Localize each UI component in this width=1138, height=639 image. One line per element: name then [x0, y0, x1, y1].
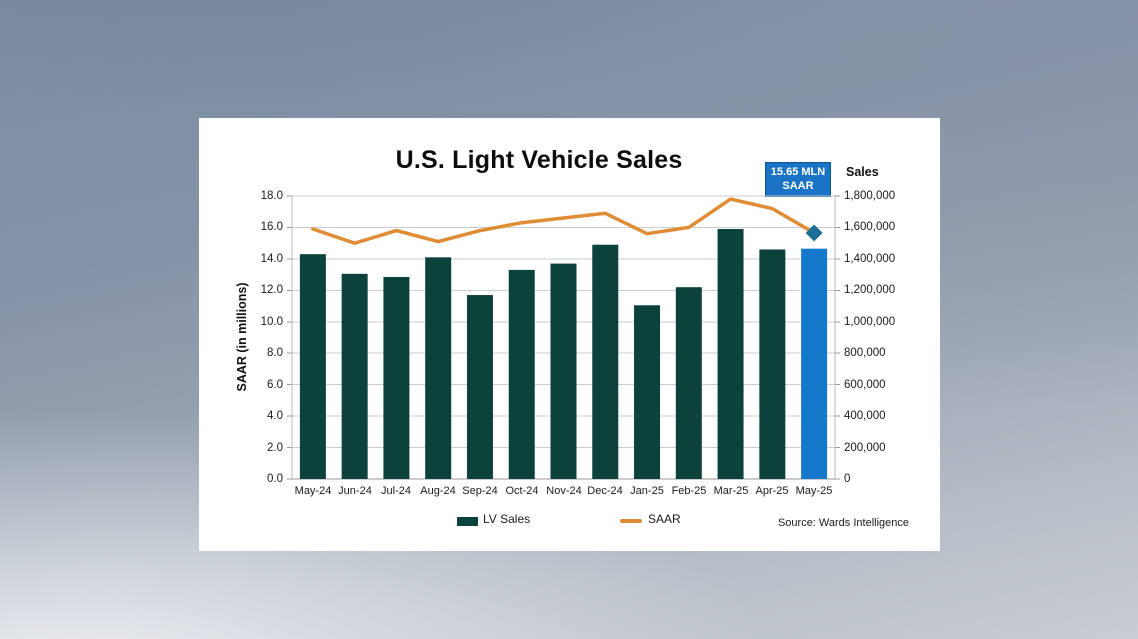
saar-marker: [805, 224, 823, 242]
lv-sales-legend-swatch: [457, 517, 478, 526]
lv-sales-legend-label: LV Sales: [483, 512, 531, 526]
callout-value: 15.65 MLN: [770, 166, 826, 178]
x-axis-label: Aug-24: [420, 485, 456, 497]
right-axis-tick-label: 800,000: [844, 347, 886, 359]
right-axis-tick-label: 200,000: [844, 442, 886, 454]
left-axis-tick-label: 14.0: [260, 253, 283, 265]
left-axis-tick-label: 6.0: [267, 379, 283, 391]
right-axis-tick-label: 1,000,000: [844, 316, 896, 328]
x-axis-label: Apr-25: [755, 485, 789, 497]
saar-legend-swatch: [620, 519, 642, 523]
left-axis-tick-label: 0.0: [267, 473, 283, 485]
right-axis-tick-label: 1,400,000: [844, 253, 896, 265]
callout-label: SAAR: [782, 179, 814, 192]
left-axis-tick-label: 18.0: [260, 190, 283, 202]
lv-sales-bar: [759, 249, 786, 479]
lv-sales-bar: [299, 254, 326, 479]
lv-sales-bar: [634, 305, 661, 479]
right-axis-tick-label: 600,000: [844, 379, 886, 391]
lv-sales-bar: [425, 257, 452, 479]
lv-sales-bar: [466, 295, 493, 479]
saar-callout: 15.65 MLN SAAR: [765, 162, 831, 197]
left-axis-tick-label: 2.0: [267, 442, 283, 454]
x-axis-label: Sep-24: [462, 485, 498, 497]
x-axis-label: Dec-24: [587, 485, 623, 497]
lv-sales-bar: [801, 248, 828, 479]
lv-sales-bar: [508, 269, 535, 479]
lv-sales-bar: [717, 229, 744, 479]
saar-legend-label: SAAR: [648, 512, 681, 526]
lv-sales-bar: [341, 273, 368, 479]
lv-sales-bar: [675, 287, 702, 479]
x-axis-label: Feb-25: [671, 485, 707, 497]
chart-title: U.S. Light Vehicle Sales: [395, 146, 683, 174]
x-axis-label: Jun-24: [338, 485, 372, 497]
lv-sales-bar: [550, 263, 577, 479]
x-axis-label: May-25: [795, 485, 833, 497]
left-axis-tick-label: 16.0: [260, 221, 283, 233]
left-axis-tick-label: 10.0: [260, 316, 283, 328]
right-axis-tick-label: 1,200,000: [844, 284, 896, 296]
x-axis-label: Mar-25: [713, 485, 749, 497]
lv-sales-bar: [592, 244, 619, 479]
x-axis-label: Jul-24: [381, 485, 411, 497]
chart-card: U.S. Light Vehicle Sales 15.65 MLN SAAR …: [199, 118, 940, 551]
right-axis-tick-label: 400,000: [844, 410, 886, 422]
right-axis-title: Sales: [846, 165, 879, 179]
right-axis-tick-label: 1,600,000: [844, 221, 896, 233]
x-axis-label: Oct-24: [505, 485, 539, 497]
left-axis-tick-label: 12.0: [260, 284, 283, 296]
chart-canvas: [287, 195, 840, 480]
right-axis-tick-label: 0: [844, 473, 851, 485]
x-axis-label: Nov-24: [546, 485, 582, 497]
left-axis-tick-label: 4.0: [267, 410, 283, 422]
saar-line: [311, 197, 816, 245]
x-axis-label: May-24: [294, 485, 332, 497]
lv-sales-bar: [383, 276, 410, 479]
right-axis-tick-label: 1,800,000: [844, 190, 896, 202]
x-axis-label: Jan-25: [630, 485, 664, 497]
left-axis-title: SAAR (in millions): [235, 282, 249, 392]
source-note: Source: Wards Intelligence: [777, 517, 909, 529]
left-axis-tick-label: 8.0: [267, 347, 283, 359]
